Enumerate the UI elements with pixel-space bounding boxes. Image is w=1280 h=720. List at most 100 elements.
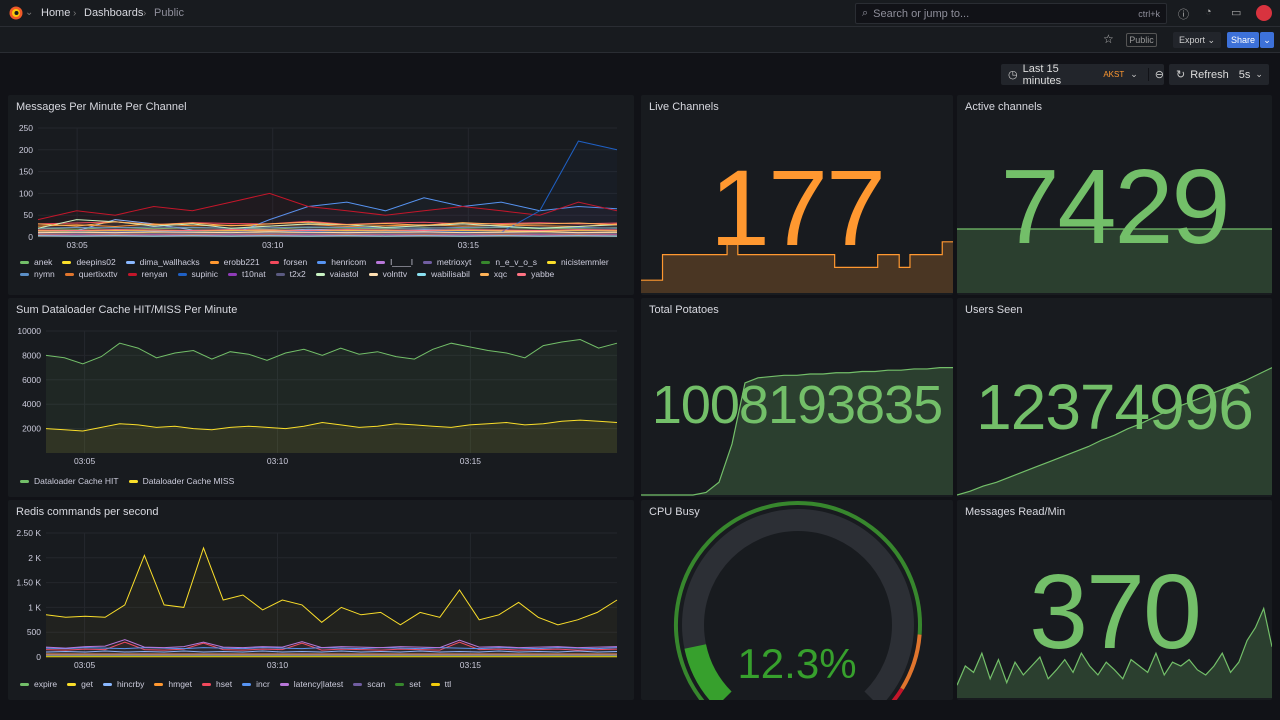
legend-item[interactable]: hincrby xyxy=(102,679,144,689)
share-button[interactable]: Share xyxy=(1227,32,1259,48)
gauge-value xyxy=(684,643,732,700)
chevron-down-icon: ⌄ xyxy=(1207,34,1216,45)
kiosk-mode-icon[interactable]: ▭ xyxy=(1231,7,1242,19)
legend-swatch xyxy=(546,261,556,265)
legend-label: volnttv xyxy=(382,269,408,279)
legend-item[interactable]: renyan xyxy=(127,269,168,279)
grafana-logo-icon[interactable] xyxy=(8,5,24,21)
legend-label: vaiastol xyxy=(329,269,359,279)
legend-item[interactable]: scan xyxy=(353,679,385,689)
series-line-anek xyxy=(37,226,618,230)
legend-item[interactable]: quertixxttv xyxy=(64,269,118,279)
legend-item[interactable]: hset xyxy=(202,679,232,689)
star-icon[interactable]: ☆ xyxy=(1103,32,1114,46)
legend-swatch xyxy=(279,683,289,687)
legend-item[interactable]: yabbe xyxy=(517,269,554,279)
series-line-xqc xyxy=(37,221,618,227)
refresh-interval[interactable]: 5s xyxy=(1238,68,1251,81)
redis-commands-panel: Redis commands per second 0 500 1 K 1.50 K 2… xyxy=(8,500,634,700)
legend-item[interactable]: volnttv xyxy=(368,269,408,279)
zoom-out-icon[interactable]: ⊖ xyxy=(1147,68,1164,81)
legend-label: ttl xyxy=(444,679,452,689)
chevron-down-icon[interactable]: ⌄ xyxy=(25,7,34,18)
sparkline-area xyxy=(957,229,1272,293)
legend-item[interactable]: nicistemmler xyxy=(546,257,609,267)
series-line-erobb221 xyxy=(37,223,618,228)
legend-swatch xyxy=(479,273,489,277)
legend-item[interactable]: latency|latest xyxy=(279,679,343,689)
legend-swatch xyxy=(177,273,187,277)
legend-item[interactable]: supinic xyxy=(177,269,218,279)
x-tick-label: 03:15 xyxy=(458,240,480,250)
refresh-picker[interactable]: ↻ Refresh 5s ⌄ xyxy=(1169,64,1269,85)
news-feed-icon[interactable]: ◔ xyxy=(1205,6,1212,18)
user-avatar[interactable] xyxy=(1256,5,1272,21)
legend-item[interactable]: hmget xyxy=(154,679,192,689)
legend-item[interactable]: nymn xyxy=(20,269,55,279)
legend-item[interactable]: vaiastol xyxy=(315,269,359,279)
legend-label: hset xyxy=(216,679,233,689)
legend-item[interactable]: wabilisabil xyxy=(417,269,470,279)
stat-value: 177 xyxy=(709,147,886,268)
panel-title: Sum Dataloader Cache HIT/MISS Per Minute xyxy=(16,304,238,316)
legend-item[interactable]: Dataloader Cache MISS xyxy=(128,476,235,486)
help-icon[interactable]: ⓘ xyxy=(1178,9,1189,21)
y-tick-label: 2000 xyxy=(22,424,41,434)
legend-item[interactable]: ttl xyxy=(430,679,452,689)
legend-item[interactable]: expire xyxy=(20,679,57,689)
legend-label: henricom xyxy=(331,257,367,267)
export-button[interactable]: Export ⌄ xyxy=(1173,32,1221,48)
legend-item[interactable]: metrioxyt xyxy=(422,257,472,267)
cache-chart[interactable]: 2000 4000 6000 8000 10000 03:05 03:10 03:15 xyxy=(8,298,634,497)
legend-label: get xyxy=(81,679,93,689)
sparkline-area xyxy=(957,367,1272,495)
messages-chart[interactable]: 0 50 100 150 200 250 03:05 03:10 03:15 xyxy=(8,95,634,295)
share-options-chevron-icon[interactable]: ⌄ xyxy=(1260,32,1274,48)
legend-swatch xyxy=(20,480,29,484)
legend-label: Dataloader Cache MISS xyxy=(142,476,235,486)
legend-item[interactable]: erobb221 xyxy=(209,257,260,267)
legend-swatch xyxy=(127,273,137,277)
legend-item[interactable]: henricom xyxy=(317,257,366,267)
x-tick-label: 03:10 xyxy=(267,660,289,670)
legend-item[interactable]: set xyxy=(395,679,421,689)
legend-label: scan xyxy=(367,679,386,689)
y-tick-label: 1.50 K xyxy=(16,578,41,588)
legend-label: forsen xyxy=(283,257,308,267)
refresh-icon[interactable]: ↻ xyxy=(1176,69,1186,81)
legend-item[interactable]: get xyxy=(67,679,93,689)
legend-item[interactable]: forsen xyxy=(269,257,308,267)
legend-item[interactable]: dima_wallhacks xyxy=(125,257,200,267)
gauge-threshold xyxy=(891,687,904,700)
redis-chart[interactable]: 0 500 1 K 1.50 K 2 K 2.50 K 03:05 03:10 03:15 xyxy=(8,500,634,700)
legend-swatch xyxy=(422,261,432,265)
legend-item[interactable]: t2x2 xyxy=(275,269,306,279)
legend-item[interactable]: n_e_v_o_s xyxy=(481,257,537,267)
legend-swatch xyxy=(242,683,252,687)
sparkline xyxy=(957,606,1272,698)
series-line-t10nat xyxy=(37,234,618,236)
legend-item[interactable]: anek xyxy=(20,257,52,267)
legend-item[interactable]: l____l xyxy=(376,257,413,267)
legend-swatch xyxy=(228,273,238,277)
search-input[interactable]: ⌕ Search or jump to... ctrl+k xyxy=(855,3,1167,24)
legend-label: n_e_v_o_s xyxy=(495,257,537,267)
legend-item[interactable]: deepins02 xyxy=(62,257,116,267)
chevron-right-icon: › xyxy=(143,8,147,19)
messages-read-panel: Messages Read/Min 370 xyxy=(957,500,1272,700)
series-line-latency|latest xyxy=(45,639,618,649)
legend-label: t2x2 xyxy=(289,269,306,279)
legend-item[interactable]: Dataloader Cache HIT xyxy=(20,476,119,486)
refresh-button[interactable]: Refresh xyxy=(1190,68,1229,81)
legend-label: erobb221 xyxy=(223,257,260,267)
legend-label: wabilisabil xyxy=(431,269,470,279)
legend-item[interactable]: t10nat xyxy=(228,269,266,279)
breadcrumb-home[interactable]: Home xyxy=(41,7,71,19)
time-range-picker[interactable]: ◷ Last 15 minutes AKST ⌄ ⊖ xyxy=(1001,63,1164,87)
y-tick-label: 50 xyxy=(24,210,34,220)
legend-item[interactable]: incr xyxy=(242,679,270,689)
legend-swatch xyxy=(64,273,74,277)
breadcrumb-dashboards[interactable]: Dashboards xyxy=(84,7,144,19)
legend-item[interactable]: xqc xyxy=(479,269,507,279)
legend-label: metrioxyt xyxy=(436,257,472,267)
